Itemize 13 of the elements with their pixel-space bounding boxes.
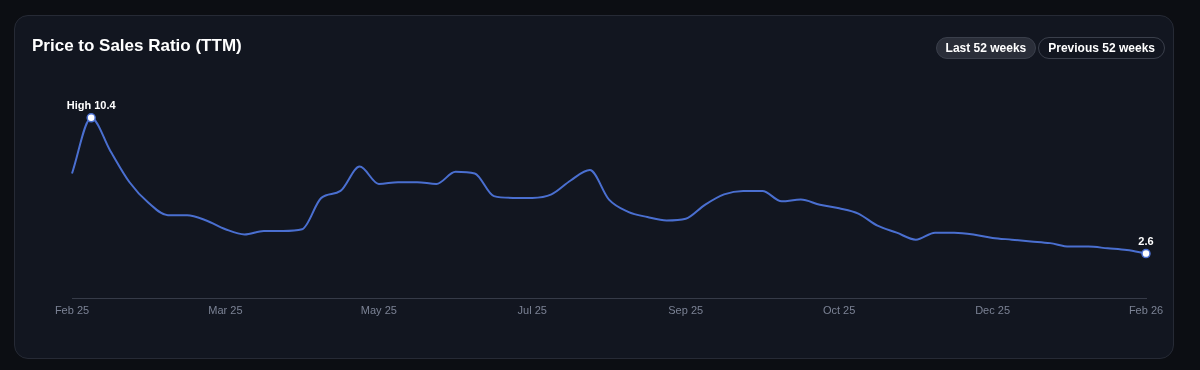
- data-label: 2.6: [1138, 235, 1154, 248]
- x-tick-label: Sep 25: [668, 304, 704, 317]
- x-tick-label: Mar 25: [208, 304, 243, 317]
- x-tick-label: Feb 25: [54, 304, 90, 317]
- data-label: High 10.4: [66, 99, 117, 112]
- text: Previous 52 weeks: [1038, 37, 1165, 59]
- x-tick-label: May 25: [360, 304, 397, 317]
- x-tick-label: Feb 26: [1128, 304, 1164, 317]
- x-tick-label: Jul 25: [517, 304, 547, 317]
- x-tick-label: Dec 25: [975, 304, 1010, 317]
- x-tick-label: Oct 25: [822, 304, 856, 317]
- chart-title: Price to Sales Ratio (TTM): [32, 36, 242, 56]
- text: Last 52 weeks: [935, 37, 1037, 59]
